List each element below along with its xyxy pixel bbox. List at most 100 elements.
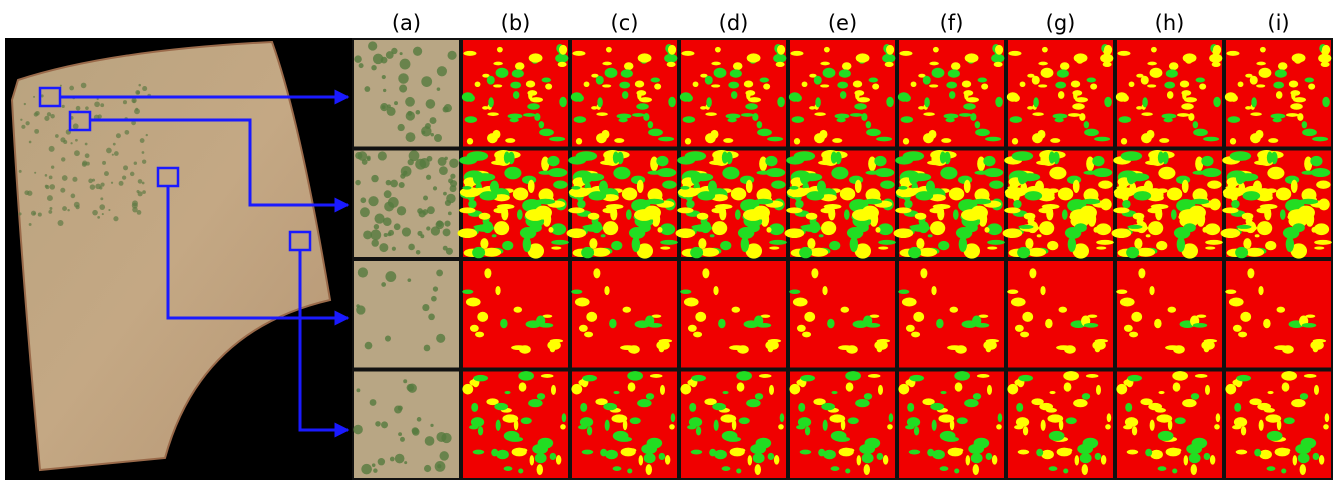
blob bbox=[1010, 116, 1023, 123]
blob bbox=[800, 450, 812, 455]
tile bbox=[1007, 261, 1113, 368]
blob bbox=[537, 393, 545, 400]
vegetation bbox=[400, 59, 411, 70]
blob bbox=[1286, 237, 1294, 252]
blob bbox=[938, 241, 949, 250]
blob bbox=[473, 375, 488, 381]
blob bbox=[929, 84, 938, 87]
tile bbox=[571, 261, 677, 368]
blob bbox=[1132, 426, 1137, 435]
blob bbox=[613, 152, 619, 164]
blob bbox=[1234, 417, 1247, 427]
blob bbox=[558, 62, 567, 67]
vegetation-spot bbox=[60, 188, 65, 193]
blob bbox=[1257, 221, 1272, 235]
blob bbox=[1094, 137, 1110, 142]
vegetation bbox=[422, 304, 429, 311]
blob bbox=[571, 186, 580, 190]
blob bbox=[877, 339, 890, 343]
blob bbox=[831, 466, 840, 471]
vegetation bbox=[439, 166, 448, 175]
blob bbox=[806, 213, 818, 220]
blob bbox=[966, 223, 978, 232]
blob bbox=[635, 80, 644, 87]
tile bbox=[789, 261, 895, 368]
blob bbox=[846, 382, 854, 391]
blob bbox=[1284, 417, 1295, 424]
blob bbox=[973, 464, 979, 475]
blob bbox=[805, 426, 810, 435]
blob bbox=[646, 464, 652, 475]
blob bbox=[1212, 62, 1221, 67]
blob bbox=[651, 77, 660, 82]
blob bbox=[502, 241, 513, 250]
blob bbox=[696, 426, 701, 435]
tile bbox=[462, 261, 568, 368]
tile bbox=[571, 371, 677, 478]
blob bbox=[1011, 298, 1026, 307]
blob bbox=[1316, 180, 1330, 188]
blob bbox=[1207, 180, 1221, 188]
blob bbox=[504, 431, 520, 441]
blob bbox=[863, 199, 883, 205]
vegetation-spot bbox=[34, 112, 38, 116]
blob bbox=[468, 200, 476, 208]
blob bbox=[1274, 345, 1289, 350]
blob bbox=[1013, 200, 1021, 208]
blob bbox=[517, 209, 523, 220]
blob bbox=[530, 97, 543, 102]
vegetation bbox=[424, 345, 431, 352]
vegetation-spot bbox=[94, 101, 100, 107]
blob bbox=[1016, 403, 1023, 412]
blob bbox=[722, 167, 739, 180]
blob bbox=[872, 83, 879, 89]
vegetation bbox=[374, 224, 379, 229]
blob bbox=[948, 448, 963, 457]
blob bbox=[637, 399, 651, 407]
blob bbox=[611, 414, 627, 422]
blob bbox=[691, 375, 706, 381]
blob bbox=[681, 51, 694, 56]
blob bbox=[959, 113, 972, 117]
figure: (a)(b)(c)(d)(e)(f)(g)(h)(i) bbox=[0, 0, 1333, 480]
blob bbox=[1278, 62, 1287, 70]
blob bbox=[759, 374, 772, 378]
blob bbox=[809, 106, 815, 110]
blob bbox=[1084, 129, 1099, 137]
vegetation-spot bbox=[125, 130, 130, 135]
blob bbox=[929, 62, 939, 66]
blob bbox=[1195, 157, 1203, 172]
tile bbox=[354, 261, 459, 368]
blob bbox=[1238, 332, 1247, 338]
blob bbox=[789, 384, 800, 395]
blob bbox=[695, 312, 706, 322]
blob bbox=[1158, 152, 1164, 164]
vegetation bbox=[430, 424, 433, 427]
blob bbox=[983, 156, 995, 166]
blob bbox=[582, 171, 591, 184]
vegetation-spot bbox=[142, 86, 147, 91]
vegetation bbox=[450, 185, 457, 192]
blob bbox=[802, 332, 811, 338]
blob bbox=[1134, 191, 1152, 200]
blob bbox=[757, 121, 763, 128]
blob bbox=[823, 68, 836, 78]
blob bbox=[550, 339, 563, 343]
vegetation bbox=[398, 73, 409, 84]
blob bbox=[987, 385, 992, 395]
blob bbox=[1039, 403, 1053, 410]
blob bbox=[1254, 449, 1261, 457]
blob bbox=[548, 227, 553, 233]
blob bbox=[923, 133, 934, 143]
vegetation-spot bbox=[102, 161, 106, 165]
vegetation bbox=[416, 250, 421, 255]
vegetation-spot bbox=[75, 139, 78, 142]
blob bbox=[1151, 204, 1169, 209]
blob bbox=[1045, 319, 1052, 329]
blob bbox=[966, 455, 971, 465]
tile bbox=[1225, 371, 1331, 478]
tile bbox=[676, 150, 787, 259]
blob bbox=[886, 45, 894, 55]
blob bbox=[574, 116, 587, 123]
blob bbox=[792, 116, 805, 123]
